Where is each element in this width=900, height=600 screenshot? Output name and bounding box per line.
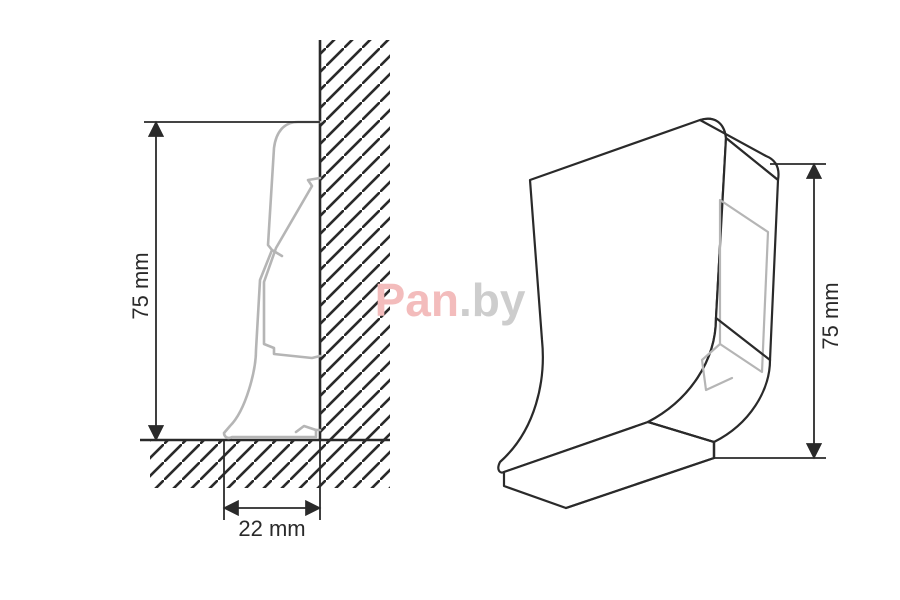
isometric-svg: 75 mm bbox=[470, 60, 890, 560]
floor-hatch bbox=[150, 440, 390, 488]
wall-hatch bbox=[320, 40, 390, 440]
dim-height-label: 75 mm bbox=[128, 252, 153, 319]
skirting-isometric bbox=[498, 119, 778, 508]
cross-section-svg: 75 mm 22 mm bbox=[20, 30, 480, 570]
dim-depth-label: 22 mm bbox=[238, 516, 305, 541]
iso-dim-label: 75 mm bbox=[818, 282, 843, 349]
skirting-profile-cross-section bbox=[224, 122, 320, 438]
